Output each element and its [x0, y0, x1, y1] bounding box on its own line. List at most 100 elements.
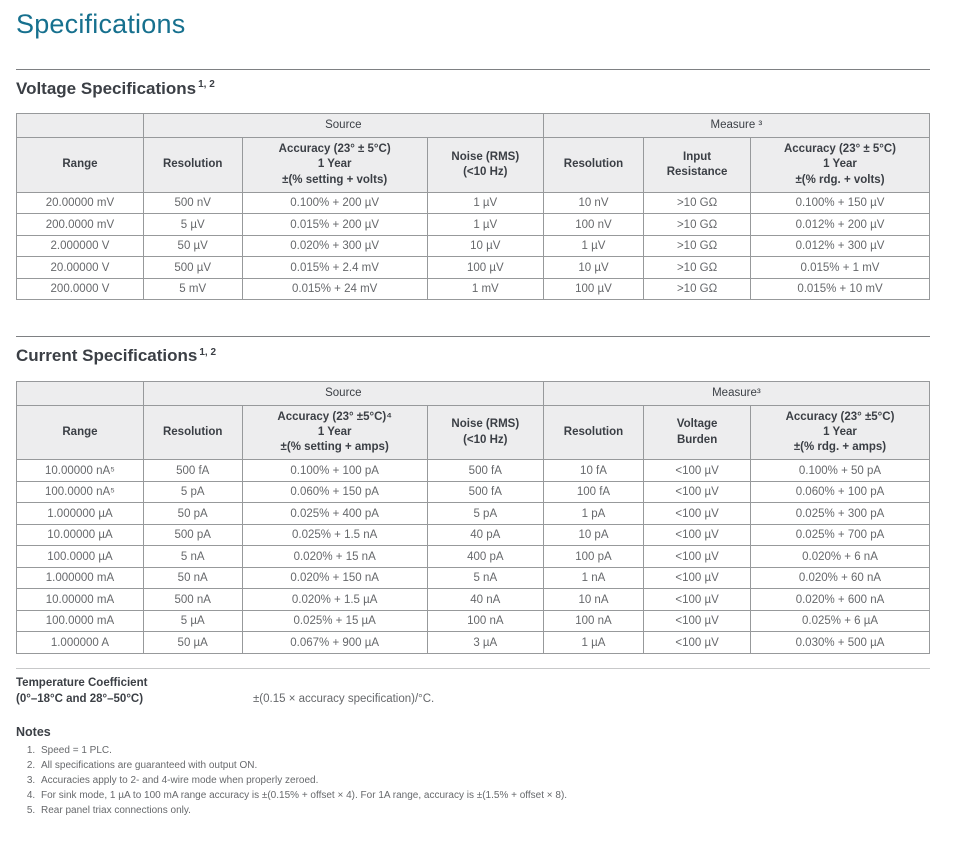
table-row: 20.00000 V 500 µV 0.015% + 2.4 mV 100 µV 10 … — [16, 256, 930, 279]
temperature-coefficient-block: Temperature Coefficient (0°–18°C and 28°… — [16, 675, 930, 707]
column-header: Resolution — [542, 404, 645, 461]
table-cell: 1 pA — [542, 502, 645, 525]
table-cell: 5 mV — [142, 277, 243, 301]
table-cell: 1 µV — [426, 191, 544, 215]
table-cell: 20.00000 mV — [16, 191, 144, 215]
note-item: All specifications are guaranteed with o… — [38, 759, 944, 773]
column-header: Accuracy (23° ±5°C) 1 Year ±(% rdg. + amps… — [750, 404, 930, 461]
table-cell: 0.100% + 50 pA — [750, 459, 930, 482]
table-cell: 100 nA — [542, 609, 645, 633]
notes-list: Speed = 1 PLC.All specifications are gua… — [16, 744, 944, 818]
table-cell: 50 µV — [142, 234, 243, 258]
section-divider — [16, 68, 930, 70]
table-cell: 10.00000 µA — [16, 523, 144, 547]
section-title-current-text: Current Specifications — [16, 346, 198, 366]
table-cell: >10 GΩ — [643, 191, 751, 215]
column-header-row: Range Resolution Accuracy (23° ± 5°C) 1 Yea… — [16, 137, 930, 193]
table-cell: <100 µV — [643, 631, 751, 654]
column-group-header: Source — [142, 380, 544, 406]
table-cell: 1.000000 mA — [16, 566, 144, 590]
table-cell: 50 µA — [142, 631, 243, 654]
table-cell: 100.0000 mA — [16, 609, 144, 633]
table-cell: 5 pA — [426, 502, 544, 525]
table-cell: <100 µV — [643, 502, 751, 525]
page-title: Specifications — [16, 9, 186, 39]
table-row: 1.000000 A 50 µA 0.067% + 900 µA 3 µA 1 µA <1… — [16, 631, 930, 654]
table-cell: <100 µV — [643, 566, 751, 590]
column-header: Voltage Burden — [643, 404, 751, 461]
table-cell: 100 fA — [542, 480, 645, 504]
section-title-voltage-text: Voltage Specifications — [16, 78, 197, 98]
table-cell: <100 µV — [643, 609, 751, 633]
section-title-voltage-footnote-refs: 1, 2 — [198, 79, 215, 91]
column-header: Input Resistance — [643, 137, 751, 193]
table-cell: 0.020% + 6 nA — [750, 545, 930, 568]
table-cell: <100 µV — [643, 545, 751, 568]
table-cell: 10.00000 mA — [16, 588, 144, 611]
table-cell: 20.00000 V — [16, 256, 144, 279]
notes-heading: Notes — [16, 725, 51, 740]
note-item: Speed = 1 PLC. — [38, 744, 944, 758]
table-cell: 0.100% + 100 pA — [241, 459, 428, 482]
table-cell: 2.000000 V — [16, 234, 144, 258]
table-cell: 100 µV — [426, 256, 544, 279]
table-cell: 100.0000 µA — [16, 545, 144, 568]
temperature-coefficient-label: Temperature Coefficient (0°–18°C and 28°… — [16, 675, 253, 707]
table-cell: 0.025% + 700 pA — [750, 523, 930, 547]
column-header: Noise (RMS) (<10 Hz) — [426, 137, 544, 193]
table-cell: 0.025% + 400 pA — [241, 502, 428, 525]
note-item: For sink mode, 1 µA to 100 mA range accu… — [38, 789, 944, 803]
note-item: Accuracies apply to 2- and 4-wire mode w… — [38, 774, 944, 788]
table-cell: 50 pA — [142, 502, 243, 525]
table-cell: <100 µV — [643, 588, 751, 611]
table-cell: 200.0000 mV — [16, 213, 144, 236]
table-cell: 100 pA — [542, 545, 645, 568]
table-cell: >10 GΩ — [643, 256, 751, 279]
table-cell: 0.060% + 100 pA — [750, 480, 930, 504]
column-group-header: Source — [142, 113, 544, 139]
column-header: Range — [16, 404, 144, 461]
table-cell: 0.100% + 150 µV — [750, 191, 930, 215]
column-header: Accuracy (23° ± 5°C) 1 Year ±(% setting + … — [241, 137, 428, 193]
temperature-coefficient-label-line1: Temperature Coefficient — [16, 676, 148, 689]
table-row: 2.000000 V 50 µV 0.020% + 300 µV 10 µV 1 µV >… — [16, 234, 930, 258]
section-title-current: Current Specifications 1, 2 — [16, 346, 944, 366]
table-cell: 10.00000 nA⁵ — [16, 459, 144, 482]
column-header: Accuracy (23° ± 5°C) 1 Year ±(% rdg. + vol… — [750, 137, 930, 193]
table-cell: 0.060% + 150 pA — [241, 480, 428, 504]
table-row: 20.00000 mV 500 nV 0.100% + 200 µV 1 µV 10 n… — [16, 191, 930, 215]
table-row: 200.0000 mV 5 µV 0.015% + 200 µV 1 µV 100 nV… — [16, 213, 930, 236]
table-cell: 500 pA — [142, 523, 243, 547]
table-cell: >10 GΩ — [643, 234, 751, 258]
table-cell: 10 µV — [542, 256, 645, 279]
table-cell: 0.020% + 600 nA — [750, 588, 930, 611]
table-cell: >10 GΩ — [643, 213, 751, 236]
table-cell: 0.030% + 500 µA — [750, 631, 930, 654]
table-cell: 10 fA — [542, 459, 645, 482]
table-cell: 0.020% + 1.5 µA — [241, 588, 428, 611]
table-row: 1.000000 µA 50 pA 0.025% + 400 pA 5 pA 1 pA <… — [16, 502, 930, 525]
table-cell: 200.0000 V — [16, 277, 144, 301]
table-row: 1.000000 mA 50 nA 0.020% + 150 nA 5 nA 1 nA <… — [16, 566, 930, 590]
footer-divider — [16, 667, 930, 669]
table-cell: 500 fA — [426, 459, 544, 482]
table-cell: 0.015% + 24 mV — [241, 277, 428, 301]
column-header: Accuracy (23° ±5°C)⁴ 1 Year ±(% setting + … — [241, 404, 428, 461]
group-header-row: Source Measure³ — [16, 380, 931, 406]
current-spec-table: Source Measure³ Range Resolution Accuracy (2… — [16, 380, 931, 654]
table-cell: <100 µV — [643, 480, 751, 504]
table-cell: <100 µV — [643, 459, 751, 482]
column-group-spacer — [16, 113, 144, 139]
section-title-current-footnote-refs: 1, 2 — [199, 346, 217, 358]
column-header: Noise (RMS) (<10 Hz) — [426, 404, 544, 461]
temperature-coefficient-value: ±(0.15 × accuracy specification)/°C. — [253, 692, 435, 705]
temperature-coefficient-label-line2: (0°–18°C and 28°–50°C) — [16, 692, 144, 705]
table-cell: 500 fA — [142, 459, 243, 482]
table-cell: 0.025% + 15 µA — [241, 609, 428, 633]
table-row: 100.0000 mA 5 µA 0.025% + 15 µA 100 nA 100 n… — [16, 609, 930, 633]
table-cell: 100 nV — [542, 213, 645, 236]
table-cell: <100 µV — [643, 523, 751, 547]
table-cell: 0.020% + 60 nA — [750, 566, 930, 590]
group-header-row: Source Measure ³ — [16, 113, 931, 139]
